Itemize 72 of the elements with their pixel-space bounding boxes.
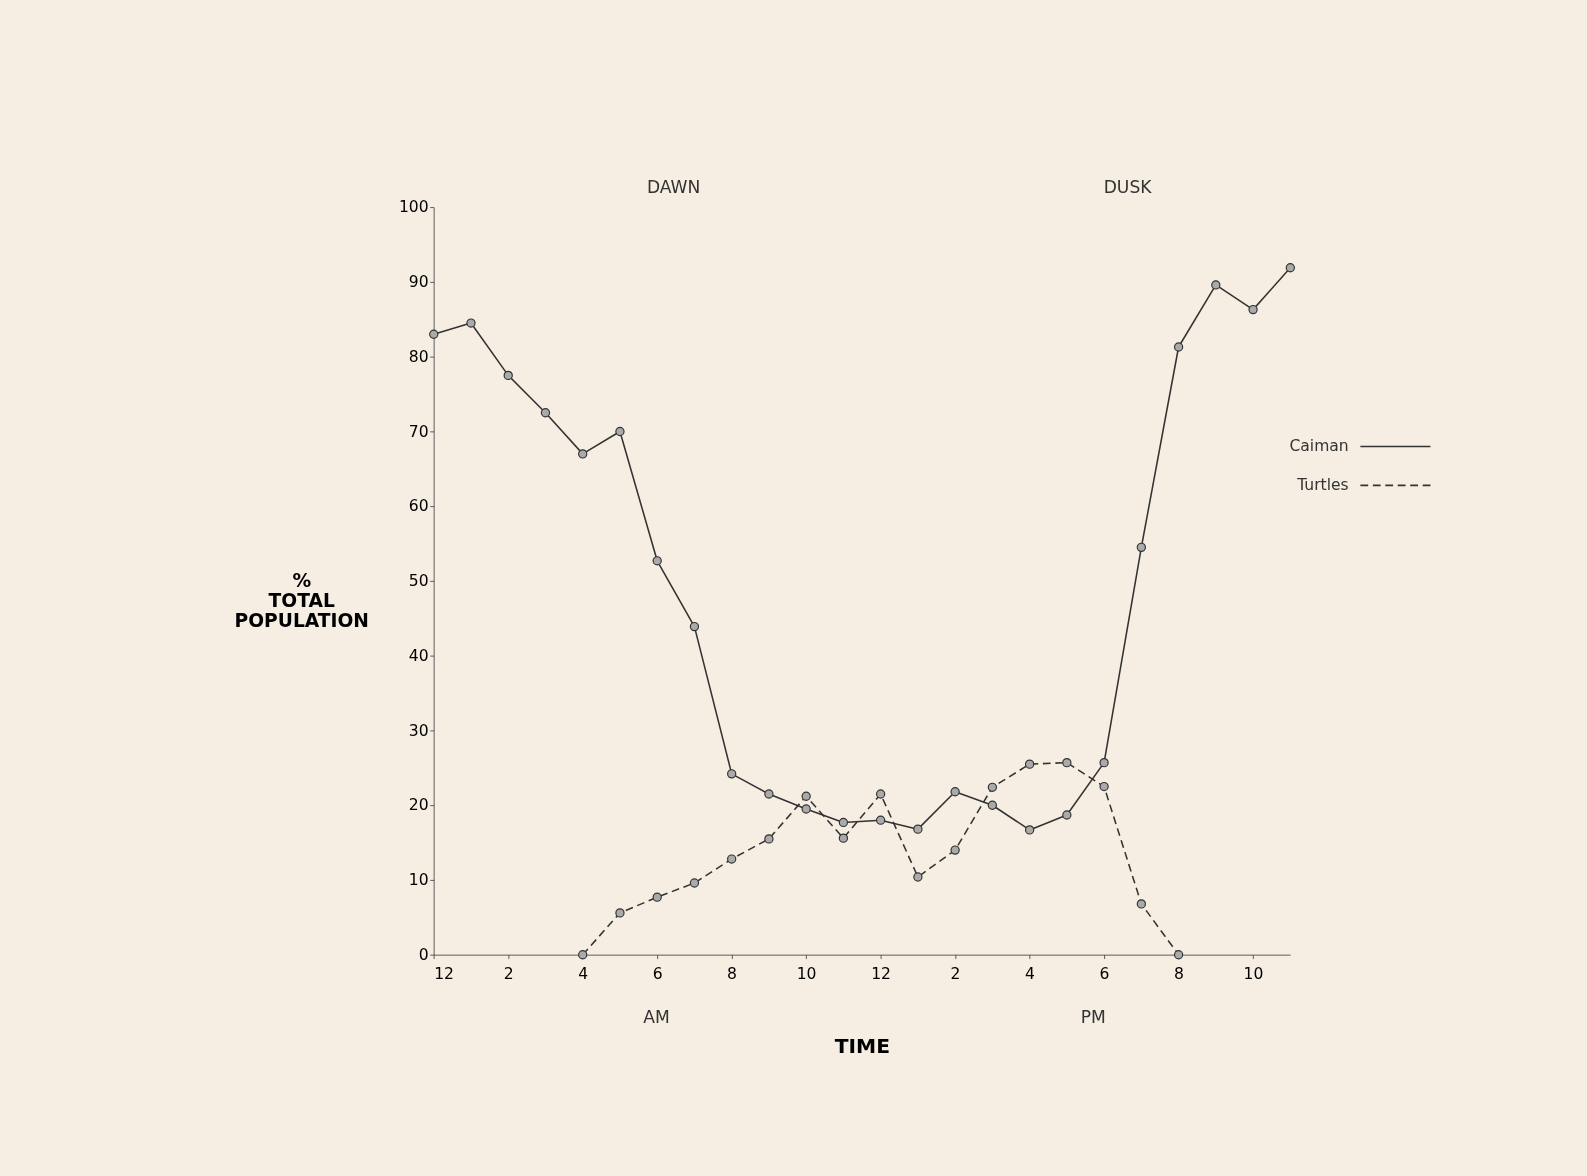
point [689,878,700,888]
x-tick-label: 10 [1243,965,1264,984]
x-tick-label: 8 [727,965,738,984]
y-tick-label: 70 [408,422,429,441]
point [578,449,588,459]
point [950,845,960,855]
y-tick-label: 10 [408,871,429,890]
point [913,824,923,834]
point [1285,263,1295,273]
y-tick-label: 60 [408,497,429,516]
point [578,950,588,960]
y-tick-label: 20 [408,796,429,815]
point [987,782,998,792]
x-tick-label: 6 [1099,965,1110,984]
point [615,426,625,437]
x-tick-label: 4 [578,965,589,984]
y-tick-label: 90 [408,273,429,292]
point [1024,759,1035,769]
point [875,789,886,799]
text: PM [1080,1006,1106,1027]
x-tick-label: 12 [871,965,891,984]
y-tick-label: 50 [408,572,429,591]
point [950,787,960,797]
point [1211,280,1221,290]
point [727,769,737,779]
x-tick-label: 2 [503,965,514,984]
text: DUSK [1103,177,1153,198]
x-tick-label: 8 [1174,965,1184,984]
point [1099,781,1109,792]
legend-label: Caiman [1289,437,1349,456]
point [1062,810,1072,820]
point [503,370,513,381]
point [1173,342,1184,352]
point [764,789,774,799]
point [652,556,662,566]
y-tick-label: 40 [408,646,429,665]
point [1099,757,1109,768]
y-tick-label: 100 [398,198,429,217]
point [801,791,811,801]
y-tick-label: 0 [418,945,429,964]
point [875,815,886,825]
text: DAWN [646,177,701,198]
x-axis-title: TIME [834,1034,891,1059]
x-tick-label: 2 [950,965,961,984]
point [1136,899,1147,909]
point [1136,542,1147,552]
point [689,621,700,632]
x-tick-label: 4 [1025,965,1036,984]
legend-label: Turtles [1296,476,1349,495]
x-tick-label: 10 [796,965,817,984]
point [652,892,662,902]
point [615,908,625,918]
y-tick-label: 30 [408,721,429,740]
point [1173,950,1184,960]
text: AM [643,1006,670,1027]
x-tick-label: 6 [652,965,663,984]
y-axis-title: % TOTAL POPULATION [234,569,369,632]
point [764,834,774,844]
point [429,329,439,339]
point [1024,825,1035,835]
point [1062,757,1072,768]
point [913,872,923,882]
y-tick-label: 80 [408,347,429,366]
point [466,318,476,328]
point [727,854,737,864]
point [1248,304,1258,315]
point [987,800,998,810]
point [540,408,551,418]
point [838,817,849,828]
point [801,804,811,814]
x-tick-label: 12 [434,965,454,984]
point [838,833,849,843]
